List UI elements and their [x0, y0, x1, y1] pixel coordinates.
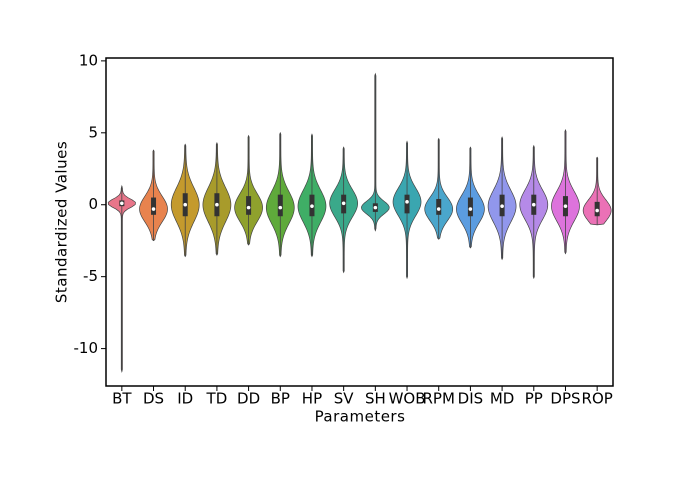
median: [215, 202, 219, 207]
y-tick-label: -10: [74, 339, 99, 357]
median: [246, 205, 251, 210]
iqr-box: [277, 194, 283, 217]
y-tick-label: 0: [88, 195, 98, 213]
x-tick-label: WOB: [389, 390, 426, 408]
x-tick-label: RPM: [423, 390, 455, 408]
x-tick-label: MD: [490, 390, 515, 408]
x-tick-label: TD: [206, 390, 228, 408]
median: [341, 201, 346, 206]
median: [436, 207, 441, 211]
x-tick-label: DD: [237, 390, 260, 408]
x-tick-label: SH: [365, 390, 386, 408]
median: [151, 207, 156, 211]
iqr-box: [246, 196, 252, 215]
median: [373, 205, 378, 210]
x-tick-label: DS: [143, 390, 164, 408]
x-tick-label: PP: [525, 390, 543, 408]
median: [595, 208, 599, 213]
median: [405, 200, 409, 204]
x-tick-label: DIS: [458, 390, 484, 408]
x-tick-label: HP: [302, 390, 322, 408]
plot-frame: [105, 57, 614, 387]
median: [531, 202, 536, 207]
median: [563, 204, 568, 208]
median: [310, 204, 314, 208]
x-tick-label: ROP: [582, 390, 613, 408]
x-tick-label: BP: [271, 390, 290, 408]
x-tick-label: DPS: [550, 390, 580, 408]
x-tick-label: BT: [112, 390, 132, 408]
x-tick-label: SV: [334, 390, 355, 408]
iqr-box: [404, 194, 410, 214]
y-axis-title: Standardized Values: [53, 141, 71, 303]
iqr-box: [436, 198, 442, 215]
y-tick-label: 10: [79, 51, 98, 69]
x-axis-title: Parameters: [315, 408, 406, 426]
iqr-box: [151, 197, 157, 215]
x-tick-label: ID: [177, 390, 193, 408]
median: [468, 207, 473, 211]
iqr-box: [467, 197, 473, 217]
median: [120, 201, 124, 206]
y-tick-label: -5: [83, 267, 98, 285]
median: [500, 204, 504, 208]
median: [183, 202, 188, 207]
median: [278, 205, 283, 210]
y-tick-label: 5: [88, 123, 98, 141]
